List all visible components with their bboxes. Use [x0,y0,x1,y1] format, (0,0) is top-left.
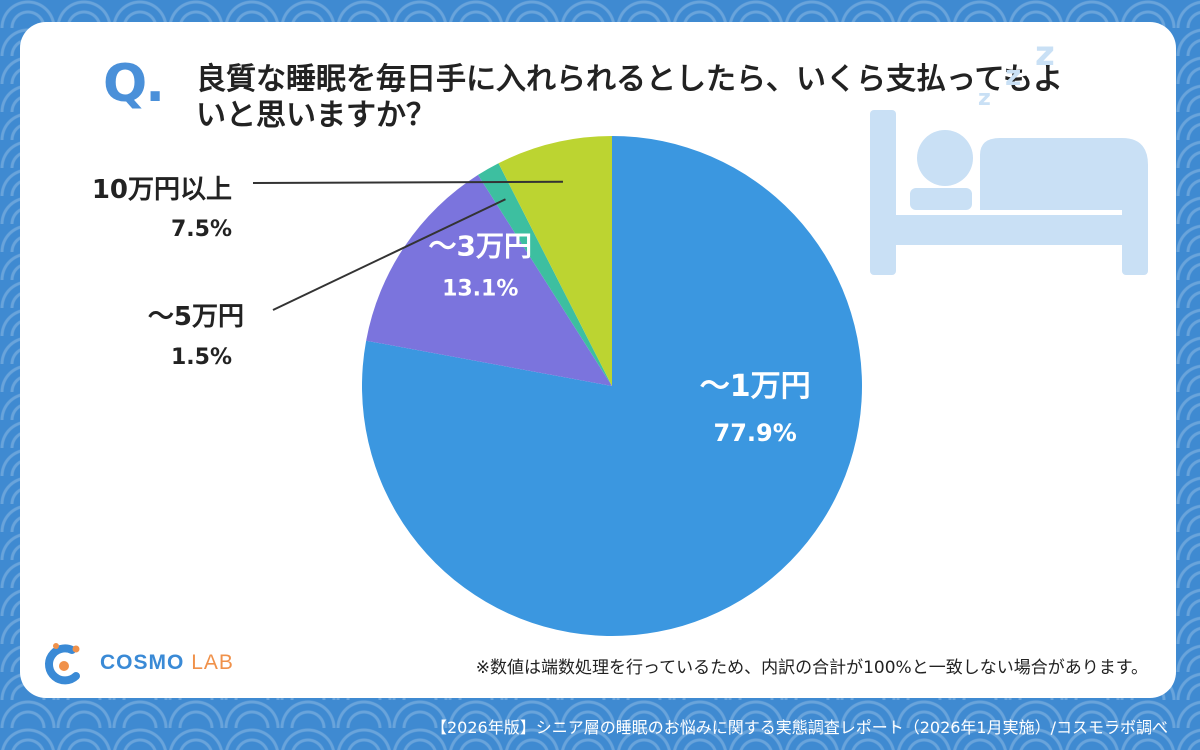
question-text: 良質な睡眠を毎日手に入れられるとしたら、いくら支払ってもよいと思いますか？ [196,62,1063,133]
footnote: ※数値は端数処理を行っているため、内訳の合計が100%と一致しない場合があります… [475,658,1148,678]
slice-value-3: 7.5% [171,217,232,242]
pie-slice-2 [478,163,612,386]
logo-main: COSMO [100,651,185,674]
slice-value-0: 77.9% [714,419,797,447]
slice-value-1: 13.1% [442,277,518,302]
pie-slice-3 [498,136,612,386]
slice-label-2: ～5万円 [148,302,244,332]
bottom-caption: 【2026年版】シニア層の睡眠のお悩みに関する実態調査レポート（2026年1月実… [430,718,1168,737]
pie-slice-1 [366,174,612,386]
slice-label-3: 10万円以上 [92,175,232,205]
slice-label-1: ～3万円 [428,230,531,263]
slice-value-2: 1.5% [171,345,232,370]
cosmo-lab-logo: COSMO LAB [42,640,234,686]
question-mark-label: Q. [103,54,165,114]
logo-text: COSMO LAB [100,651,234,675]
slice-label-0: ～1万円 [700,369,811,404]
leader-line-2 [272,198,506,311]
svg-text:z: z [1005,59,1021,92]
svg-text:z: z [978,86,991,111]
logo-sub: LAB [191,651,234,674]
leader-line-3 [252,180,563,184]
svg-text:z: z [1035,40,1055,74]
cosmo-lab-logo-icon [45,643,80,685]
bed-sleep-icon: z z z [870,40,1148,275]
